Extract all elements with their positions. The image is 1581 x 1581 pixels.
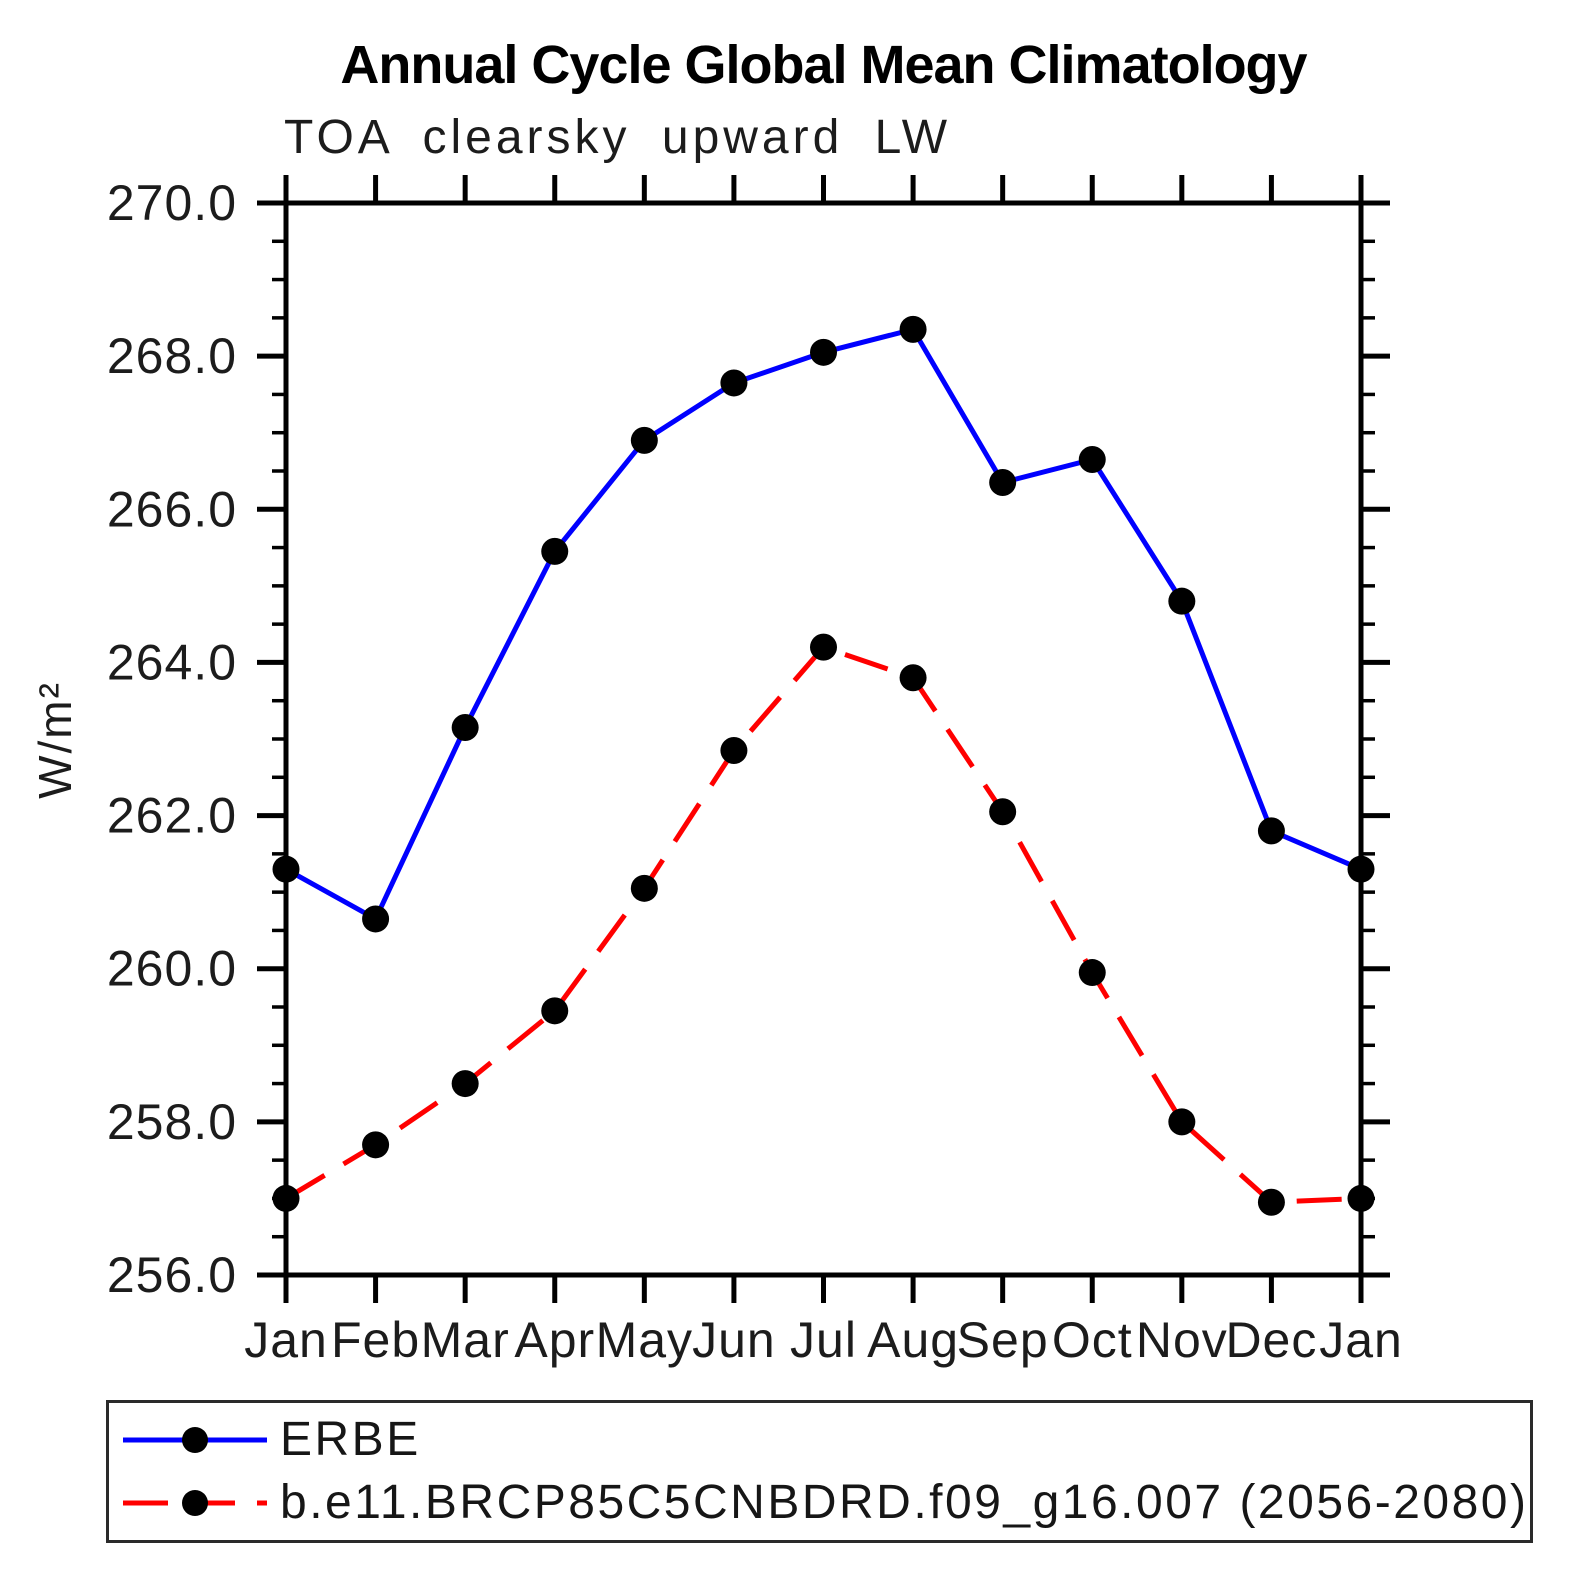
data-point-marker (720, 369, 748, 397)
data-point-marker (1347, 855, 1375, 883)
data-point-marker (989, 468, 1017, 496)
data-point-marker (1078, 959, 1106, 987)
data-point-marker (541, 997, 569, 1025)
data-point-marker (1347, 1184, 1375, 1212)
data-point-marker (451, 1070, 479, 1098)
legend-line-sample-erbe (123, 1427, 267, 1453)
x-tick-label: Feb (331, 1312, 420, 1368)
legend-box: ERBE b.e11.BRCP85C5CNBDRD.f09_g16.007 (2… (106, 1400, 1533, 1543)
y-tick-label: 270.0 (107, 175, 237, 231)
x-tick-label: Dec (1225, 1312, 1317, 1368)
x-tick-label: Oct (1052, 1312, 1133, 1368)
data-point-marker (1257, 1188, 1285, 1216)
y-tick-label: 256.0 (107, 1247, 237, 1303)
data-point-marker (899, 315, 927, 343)
chart-title: Annual Cycle Global Mean Climatology (340, 35, 1307, 95)
data-point-marker (541, 537, 569, 565)
x-tick-label: Jul (790, 1312, 857, 1368)
legend-sample-marker (182, 1427, 208, 1453)
data-point-marker (1257, 817, 1285, 845)
x-tick-label: Jun (692, 1312, 776, 1368)
data-point-marker (899, 664, 927, 692)
series-line-model (284, 644, 1362, 1205)
data-point-marker (720, 736, 748, 764)
y-tick-label: 264.0 (107, 634, 237, 690)
y-axis-label: W/m² (29, 681, 81, 799)
legend-label-erbe: ERBE (280, 1413, 421, 1466)
data-point-marker (989, 798, 1017, 826)
legend-entry-model: b.e11.BRCP85C5CNBDRD.f09_g16.007 (2056-2… (116, 1477, 1530, 1529)
x-tick-label: Nov (1136, 1312, 1228, 1368)
x-tick-label: Mar (421, 1312, 510, 1368)
data-point-marker (1168, 587, 1196, 615)
legend-line-sample-model (123, 1490, 267, 1516)
y-tick-label: 260.0 (107, 941, 237, 997)
legend-label-model: b.e11.BRCP85C5CNBDRD.f09_g16.007 (2056-2… (280, 1476, 1529, 1529)
data-point-marker (451, 714, 479, 742)
x-tick-label: Jan (1319, 1312, 1403, 1368)
data-point-marker (810, 633, 837, 661)
data-point-marker (362, 905, 390, 933)
y-tick-label: 268.0 (107, 328, 237, 384)
x-tick-label: Aug (867, 1312, 959, 1368)
legend-entry-erbe: ERBE (116, 1414, 1530, 1466)
chart-subtitle: TOA clearsky upward LW (284, 111, 952, 164)
data-point-marker (630, 874, 658, 902)
x-tick-label: Sep (957, 1312, 1049, 1368)
x-tick-label: Jan (244, 1312, 328, 1368)
data-point-marker (272, 1184, 300, 1212)
data-point-marker (630, 426, 658, 454)
plot-series (272, 315, 1375, 1216)
series-line-erbe (284, 326, 1362, 923)
x-tick-label: May (596, 1312, 693, 1368)
data-point-marker (1078, 446, 1106, 474)
y-tick-label: 266.0 (107, 481, 237, 537)
data-point-marker (272, 855, 300, 883)
y-tick-label: 258.0 (107, 1094, 237, 1150)
data-point-marker (362, 1131, 390, 1159)
legend-sample-marker (182, 1490, 208, 1516)
axis-ticks (257, 175, 1390, 1303)
x-tick-label: Apr (514, 1312, 595, 1368)
data-point-marker (1168, 1108, 1196, 1136)
data-point-marker (810, 338, 837, 366)
y-tick-label: 262.0 (107, 788, 237, 844)
